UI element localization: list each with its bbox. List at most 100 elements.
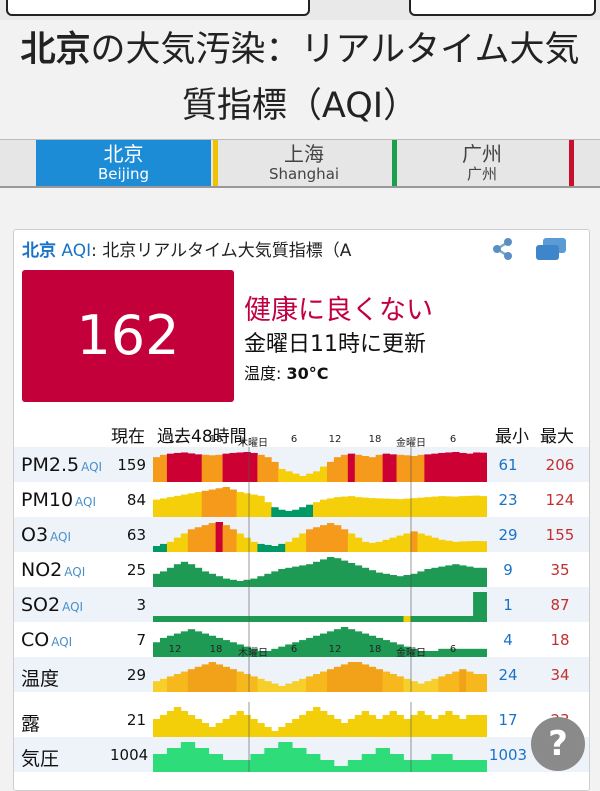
chart-bar: [403, 760, 411, 772]
chart-bar: [194, 492, 203, 517]
chart-bar: [333, 497, 342, 517]
chart-bar: [194, 567, 203, 587]
tab-color-bar: [392, 140, 397, 186]
pollutant-row[interactable]: SO2 AQI 3 1 87: [14, 587, 589, 622]
history-chart: [153, 737, 487, 772]
chart-bar: [173, 537, 182, 552]
chart-bar: [473, 567, 481, 587]
help-button[interactable]: ?: [531, 717, 585, 771]
chart-bar: [375, 616, 384, 622]
chart-bar: [153, 499, 161, 517]
chart-bar: [375, 572, 384, 587]
chart-bar: [403, 455, 411, 482]
chart-bar: [306, 473, 314, 482]
chart-bar: [320, 671, 328, 692]
time-tick-label: 6: [449, 644, 457, 655]
chart-bar: [208, 455, 217, 482]
updated-time: 金曜日11時に更新: [244, 332, 426, 357]
pollutant-row[interactable]: PM2.5 AQI 159 61 206: [14, 447, 589, 482]
chart-bar: [180, 561, 189, 587]
chart-bar: [194, 616, 203, 622]
chart-bar: [445, 540, 453, 552]
chart-bar: [306, 676, 314, 692]
chart-bar: [271, 616, 279, 622]
chart-bar: [222, 760, 230, 772]
chart-bar: [452, 715, 460, 737]
chart-bar: [159, 678, 168, 692]
tab-label-en: 广州: [466, 165, 497, 183]
menu-box[interactable]: [409, 0, 596, 16]
chart-bar: [222, 616, 230, 622]
chart-bar: [347, 616, 356, 622]
share-icon[interactable]: [491, 236, 515, 262]
history-chart: [153, 587, 487, 622]
chart-bar: [333, 766, 342, 772]
pollutant-row[interactable]: 気圧100410031007: [14, 737, 589, 772]
widget-icon[interactable]: [534, 236, 568, 262]
chart-bar: [153, 457, 161, 482]
chart-bar: [410, 531, 418, 552]
pollutant-row[interactable]: 温度 29 24 34: [14, 657, 589, 692]
pollutant-row[interactable]: PM10 AQI 84 23 124: [14, 482, 589, 517]
chart-bar: [368, 542, 377, 552]
tab-beijing[interactable]: 北京 Beijing: [36, 140, 211, 186]
row-min-value: 1: [503, 596, 513, 614]
chart-bar: [306, 637, 314, 657]
pollutant-row[interactable]: CO AQI 7 4 18: [14, 622, 589, 657]
chart-bar: [313, 527, 321, 552]
chart-bar: [333, 616, 342, 622]
chart-bar: [340, 766, 349, 772]
chart-bar: [326, 715, 335, 737]
time-tick-label: 6: [290, 644, 298, 655]
chart-bar: [340, 627, 349, 657]
chart-bar: [306, 504, 314, 517]
history-chart: [153, 552, 487, 587]
chart-bar: [166, 497, 175, 517]
chart-bar: [222, 578, 230, 587]
chart-bar: [340, 496, 349, 517]
search-box[interactable]: [6, 0, 310, 16]
chart-bar: [222, 640, 230, 657]
chart-bar: [257, 454, 265, 482]
chart-bar: [201, 525, 210, 552]
chart-bar: [236, 533, 244, 552]
chart-bar: [445, 616, 453, 622]
chart-bar: [306, 754, 314, 772]
pollutant-row[interactable]: O3 AQI 63 29 155: [14, 517, 589, 552]
row-current-value: 63: [126, 526, 146, 544]
chart-bar: [194, 527, 203, 552]
pollutant-row[interactable]: 露211723: [14, 702, 589, 737]
chart-bar: [382, 453, 390, 482]
chart-bar: [375, 454, 384, 482]
pollutant-row[interactable]: NO2 AQI 25 9 35: [14, 552, 589, 587]
tab-guangzhou[interactable]: 广州 广州: [397, 140, 567, 186]
title-city: 北京: [20, 30, 91, 70]
chart-bar: [480, 674, 487, 692]
chart-bar: [236, 616, 244, 622]
chart-bar: [438, 616, 446, 622]
row-min-value: 9: [503, 561, 513, 579]
chart-bar: [438, 715, 446, 737]
chart-bar: [375, 748, 384, 772]
chart-bar: [403, 646, 411, 657]
chart-bar: [215, 664, 223, 692]
chart-bar: [466, 671, 474, 692]
chart-bar: [215, 488, 223, 517]
tab-shanghai[interactable]: 上海 Shanghai: [218, 140, 390, 186]
chart-bar: [445, 674, 453, 692]
chart-bar: [215, 522, 223, 552]
chart-bar: [201, 454, 210, 482]
chart-bar: [187, 742, 196, 772]
chart-bar: [382, 715, 390, 737]
chart-bar: [354, 565, 363, 587]
chart-bar: [271, 648, 279, 657]
chart-bar: [473, 674, 481, 692]
chart-bar: [292, 681, 300, 692]
chart-bar: [194, 631, 203, 657]
chart-bar: [285, 511, 293, 517]
chart-bar: [326, 631, 335, 657]
chart-bar: [243, 616, 251, 622]
chart-bar: [278, 569, 286, 587]
chart-bar: [368, 754, 377, 772]
chart-bar: [222, 666, 230, 692]
